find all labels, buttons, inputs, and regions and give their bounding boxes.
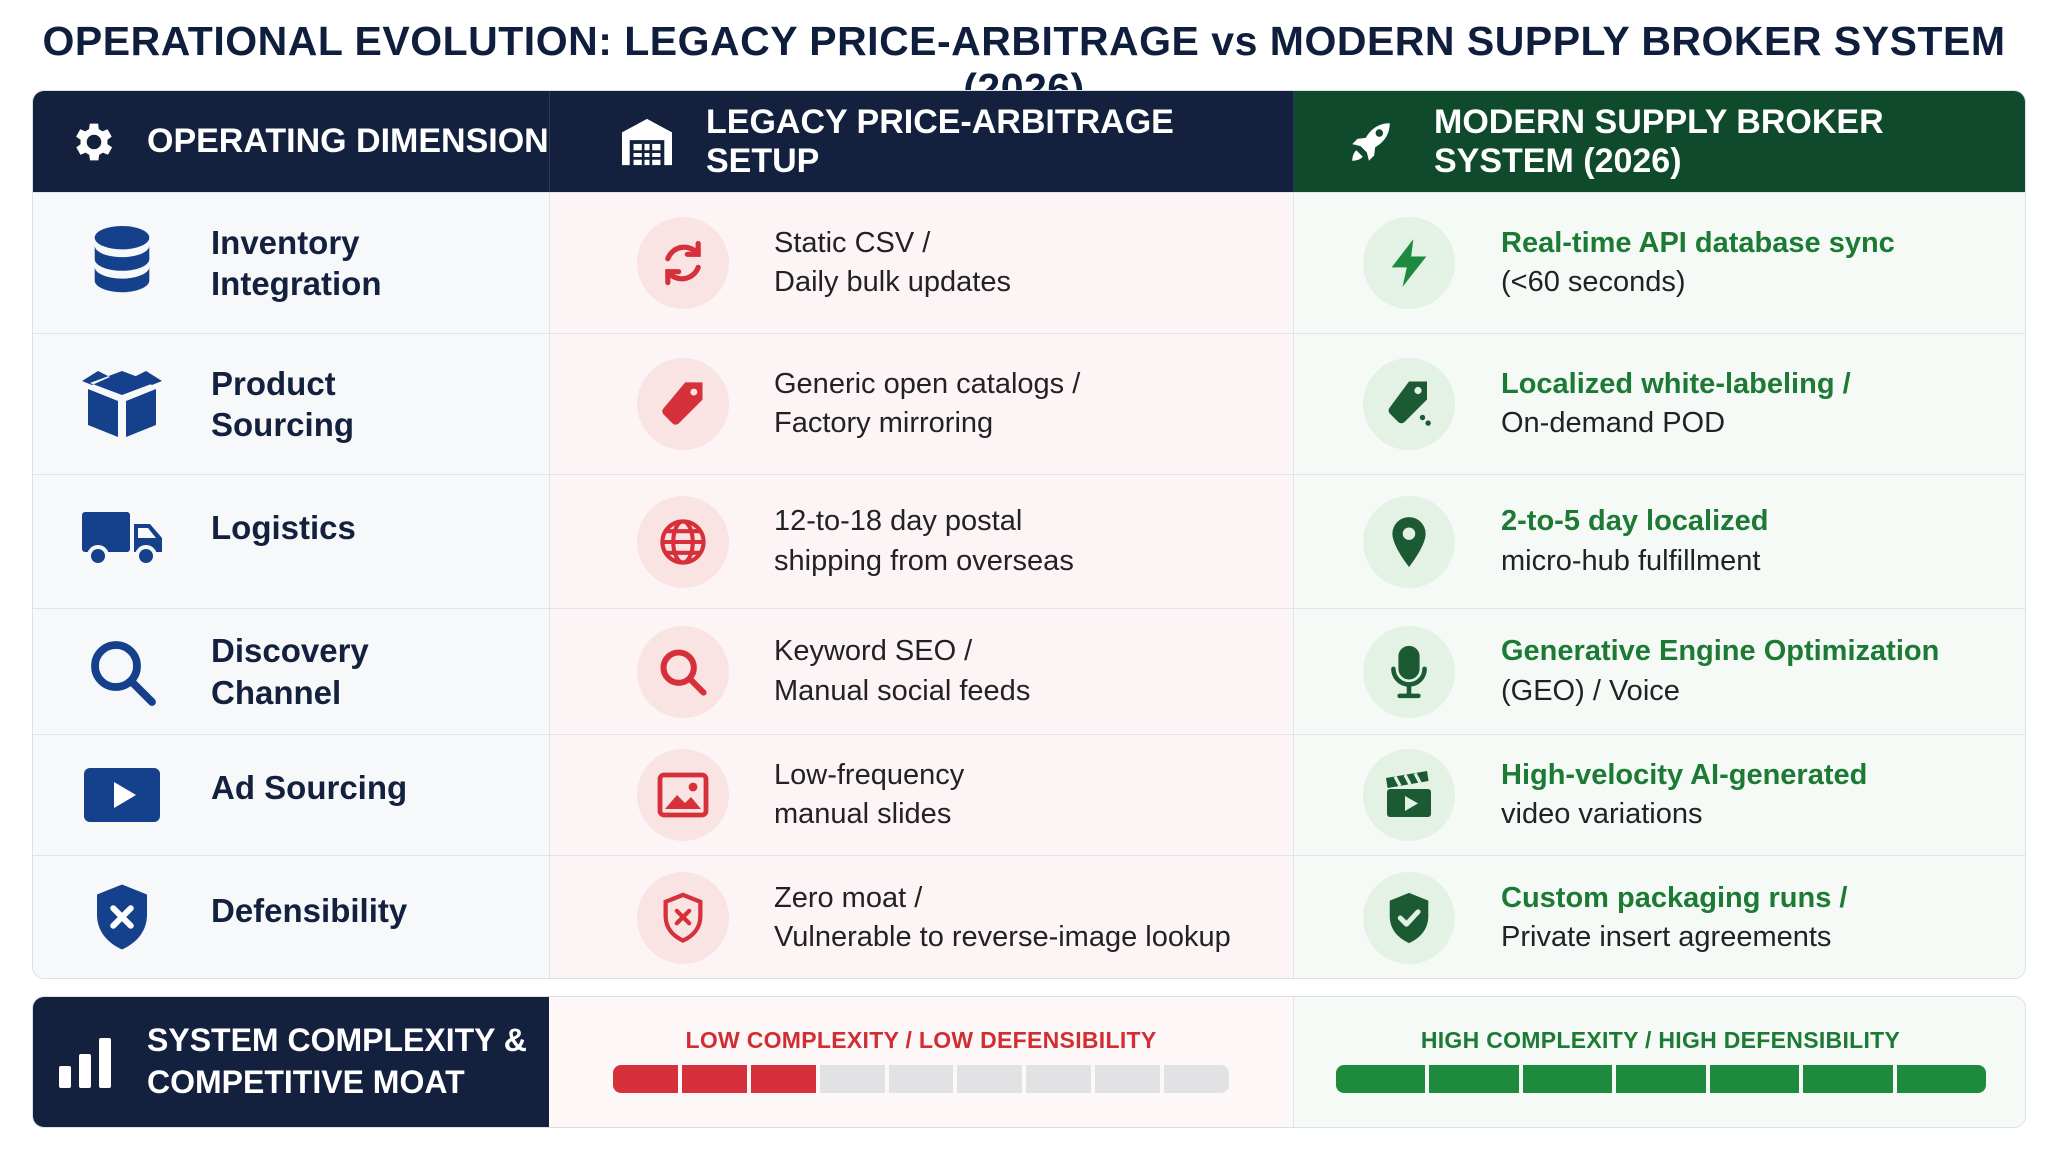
complexity-segment bbox=[1616, 1065, 1706, 1093]
dimension-label: Discovery Channel bbox=[211, 632, 369, 711]
modern-complexity-bar bbox=[1336, 1065, 1986, 1093]
box-icon bbox=[77, 358, 167, 448]
footer-modern: HIGH COMPLEXITY / HIGH DEFENSIBILITY bbox=[1293, 997, 2025, 1127]
clapperboard-icon bbox=[1363, 749, 1455, 841]
legacy-text: Low-frequency manual slides bbox=[774, 758, 965, 830]
table-row: Logistics 12-to-18 day postal shipping fr… bbox=[33, 474, 2025, 608]
complexity-segment bbox=[1429, 1065, 1519, 1093]
footer-label: SYSTEM COMPLEXITY & COMPETITIVE MOAT bbox=[147, 1022, 527, 1100]
legacy-complexity-label: LOW COMPLEXITY / LOW DEFENSIBILITY bbox=[685, 1027, 1157, 1053]
table-row: Defensibility Zero moat / Vulnerable to r… bbox=[33, 855, 2025, 978]
microphone-icon bbox=[1363, 626, 1455, 718]
lightning-icon bbox=[1363, 217, 1455, 309]
dimension-label: Product Sourcing bbox=[211, 364, 355, 443]
comparison-table: OPERATING DIMENSION LEGACY PRICE-ARBITRA… bbox=[32, 90, 2026, 979]
shield-x-icon bbox=[77, 872, 167, 962]
complexity-segment bbox=[681, 1065, 747, 1093]
legacy-text: Zero moat / Vulnerable to reverse-image l… bbox=[774, 881, 1231, 953]
play-icon bbox=[77, 750, 167, 840]
complexity-segment bbox=[613, 1065, 678, 1093]
tag-icon bbox=[637, 358, 729, 450]
database-icon bbox=[77, 218, 167, 308]
table-row: Ad Sourcing Low-frequency manual slides H… bbox=[33, 734, 2025, 855]
complexity-segment bbox=[1095, 1065, 1161, 1093]
legacy-text: Static CSV / Daily bulk updates bbox=[774, 226, 1011, 298]
gear-icon bbox=[67, 115, 121, 169]
shield-x-icon bbox=[637, 872, 729, 964]
modern-text: Localized white-labeling / On-demand POD bbox=[1501, 367, 1851, 439]
header-modern: MODERN SUPPLY BROKER SYSTEM (2026) bbox=[1293, 91, 2025, 192]
legacy-complexity-bar bbox=[613, 1065, 1230, 1093]
complexity-segment bbox=[1164, 1065, 1230, 1093]
globe-icon bbox=[637, 496, 729, 588]
header-dimension: OPERATING DIMENSION bbox=[33, 91, 549, 192]
image-icon bbox=[637, 749, 729, 841]
truck-icon bbox=[77, 493, 167, 583]
complexity-segment bbox=[1336, 1065, 1426, 1093]
dimension-label: Ad Sourcing bbox=[211, 769, 408, 806]
rocket-icon bbox=[1346, 115, 1396, 169]
footer-legacy: LOW COMPLEXITY / LOW DEFENSIBILITY bbox=[549, 997, 1293, 1127]
header-legacy-label: LEGACY PRICE-ARBITRAGE SETUP bbox=[706, 102, 1174, 180]
legacy-text: 12-to-18 day postal shipping from oversea… bbox=[774, 505, 1074, 577]
search-icon bbox=[637, 626, 729, 718]
complexity-segment bbox=[957, 1065, 1023, 1093]
search-icon bbox=[77, 627, 167, 717]
complexity-segment bbox=[1709, 1065, 1800, 1093]
custom-tag-icon bbox=[1363, 358, 1455, 450]
complexity-segment bbox=[1026, 1065, 1092, 1093]
dimension-label: Logistics bbox=[211, 509, 356, 546]
complexity-segment bbox=[1896, 1065, 1986, 1093]
warehouse-icon bbox=[620, 115, 674, 169]
bar-chart-icon bbox=[55, 1032, 115, 1092]
header-dimension-label: OPERATING DIMENSION bbox=[147, 122, 549, 160]
page-title: OPERATIONAL EVOLUTION: LEGACY PRICE-ARBI… bbox=[42, 18, 2006, 111]
shield-check-icon bbox=[1363, 872, 1455, 964]
complexity-footer: SYSTEM COMPLEXITY & COMPETITIVE MOAT LOW… bbox=[32, 996, 2026, 1128]
modern-text: Real-time API database sync (<60 seconds) bbox=[1501, 226, 1895, 298]
complexity-segment bbox=[1522, 1065, 1613, 1093]
modern-text: Generative Engine Optimization (GEO) / Vo… bbox=[1501, 635, 1940, 707]
refresh-icon bbox=[637, 217, 729, 309]
table-row: Inventory Integration Static CSV / Daily … bbox=[33, 192, 2025, 333]
table-row: Product Sourcing Generic open catalogs /… bbox=[33, 333, 2025, 474]
complexity-segment bbox=[750, 1065, 816, 1093]
dimension-label: Defensibility bbox=[211, 892, 408, 929]
footer-dimension: SYSTEM COMPLEXITY & COMPETITIVE MOAT bbox=[33, 997, 549, 1127]
header-legacy: LEGACY PRICE-ARBITRAGE SETUP bbox=[549, 91, 1293, 192]
modern-text: 2-to-5 day localized micro-hub fulfillmen… bbox=[1501, 505, 1769, 577]
modern-complexity-label: HIGH COMPLEXITY / HIGH DEFENSIBILITY bbox=[1420, 1027, 1901, 1053]
map-pin-icon bbox=[1363, 496, 1455, 588]
legacy-text: Keyword SEO / Manual social feeds bbox=[774, 635, 1031, 707]
table-row: Discovery Channel Keyword SEO / Manual so… bbox=[33, 608, 2025, 734]
modern-text: High-velocity AI-generated video variatio… bbox=[1501, 758, 1868, 830]
dimension-label: Inventory Integration bbox=[211, 223, 382, 302]
complexity-segment bbox=[1803, 1065, 1893, 1093]
complexity-segment bbox=[888, 1065, 954, 1093]
complexity-segment bbox=[819, 1065, 885, 1093]
legacy-text: Generic open catalogs / Factory mirroring bbox=[774, 367, 1081, 439]
header-modern-label: MODERN SUPPLY BROKER SYSTEM (2026) bbox=[1434, 102, 1884, 180]
modern-text: Custom packaging runs / Private insert ag… bbox=[1501, 881, 1848, 953]
